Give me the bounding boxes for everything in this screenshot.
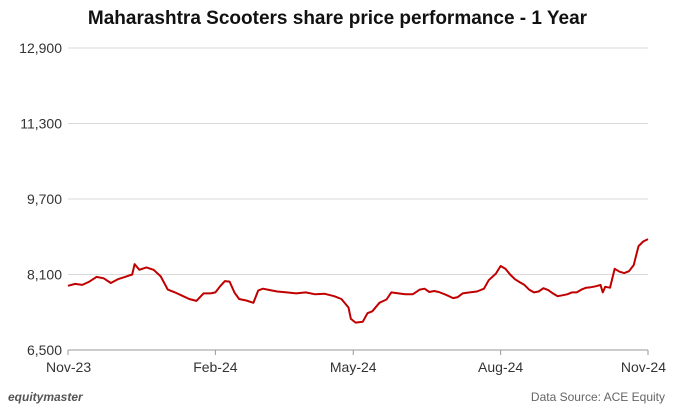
x-tick-label: Nov-24 xyxy=(621,359,666,375)
y-tick-label: 12,900 xyxy=(19,40,62,56)
x-tick-label: Feb-24 xyxy=(193,359,238,375)
y-axis-ticks: 6,500 8,100 9,700 11,300 12,900 xyxy=(19,40,62,358)
x-tick-label: Nov-23 xyxy=(46,359,91,375)
y-tick-label: 11,300 xyxy=(20,116,62,132)
y-tick-label: 9,700 xyxy=(27,191,62,207)
brand-logo-text: equitymaster xyxy=(8,390,83,404)
y-tick-label: 6,500 xyxy=(27,342,62,358)
x-tick-label: Aug-24 xyxy=(478,359,523,375)
price-series-line xyxy=(67,238,649,324)
grid-lines xyxy=(68,47,648,275)
data-source: Data Source: ACE Equity xyxy=(530,390,665,404)
x-axis-ticks: Nov-23 Feb-24 May-24 Aug-24 Nov-24 xyxy=(46,350,666,375)
x-tick-label: May-24 xyxy=(330,359,377,375)
chart-title: Maharashtra Scooters share price perform… xyxy=(87,8,588,29)
y-tick-label: 8,100 xyxy=(27,267,62,283)
